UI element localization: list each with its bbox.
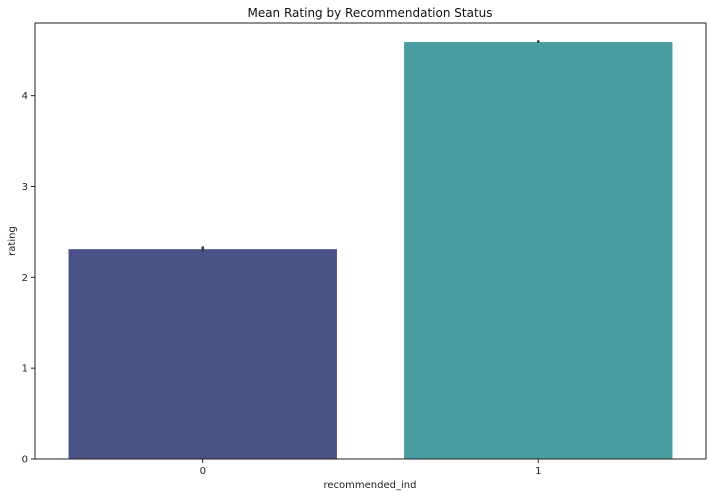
y-tick-label-0: 0 <box>22 455 28 466</box>
y-axis: 0 1 2 3 4 <box>22 91 35 466</box>
bars-group <box>68 42 673 459</box>
x-tick-label-0: 0 <box>200 466 206 477</box>
x-axis-label: recommended_ind <box>324 480 417 491</box>
y-tick-label-3: 3 <box>22 182 28 193</box>
y-tick-label-4: 4 <box>22 91 28 102</box>
plot-frame <box>34 22 707 460</box>
chart-title: Mean Rating by Recommendation Status <box>247 6 492 20</box>
bar-0 <box>68 249 337 459</box>
y-axis-label: rating <box>7 226 18 256</box>
bar-1 <box>404 42 673 459</box>
y-tick-label-1: 1 <box>22 364 28 375</box>
error-bars-group <box>201 40 540 252</box>
y-tick-label-2: 2 <box>22 273 28 284</box>
x-tick-label-1: 1 <box>535 466 541 477</box>
